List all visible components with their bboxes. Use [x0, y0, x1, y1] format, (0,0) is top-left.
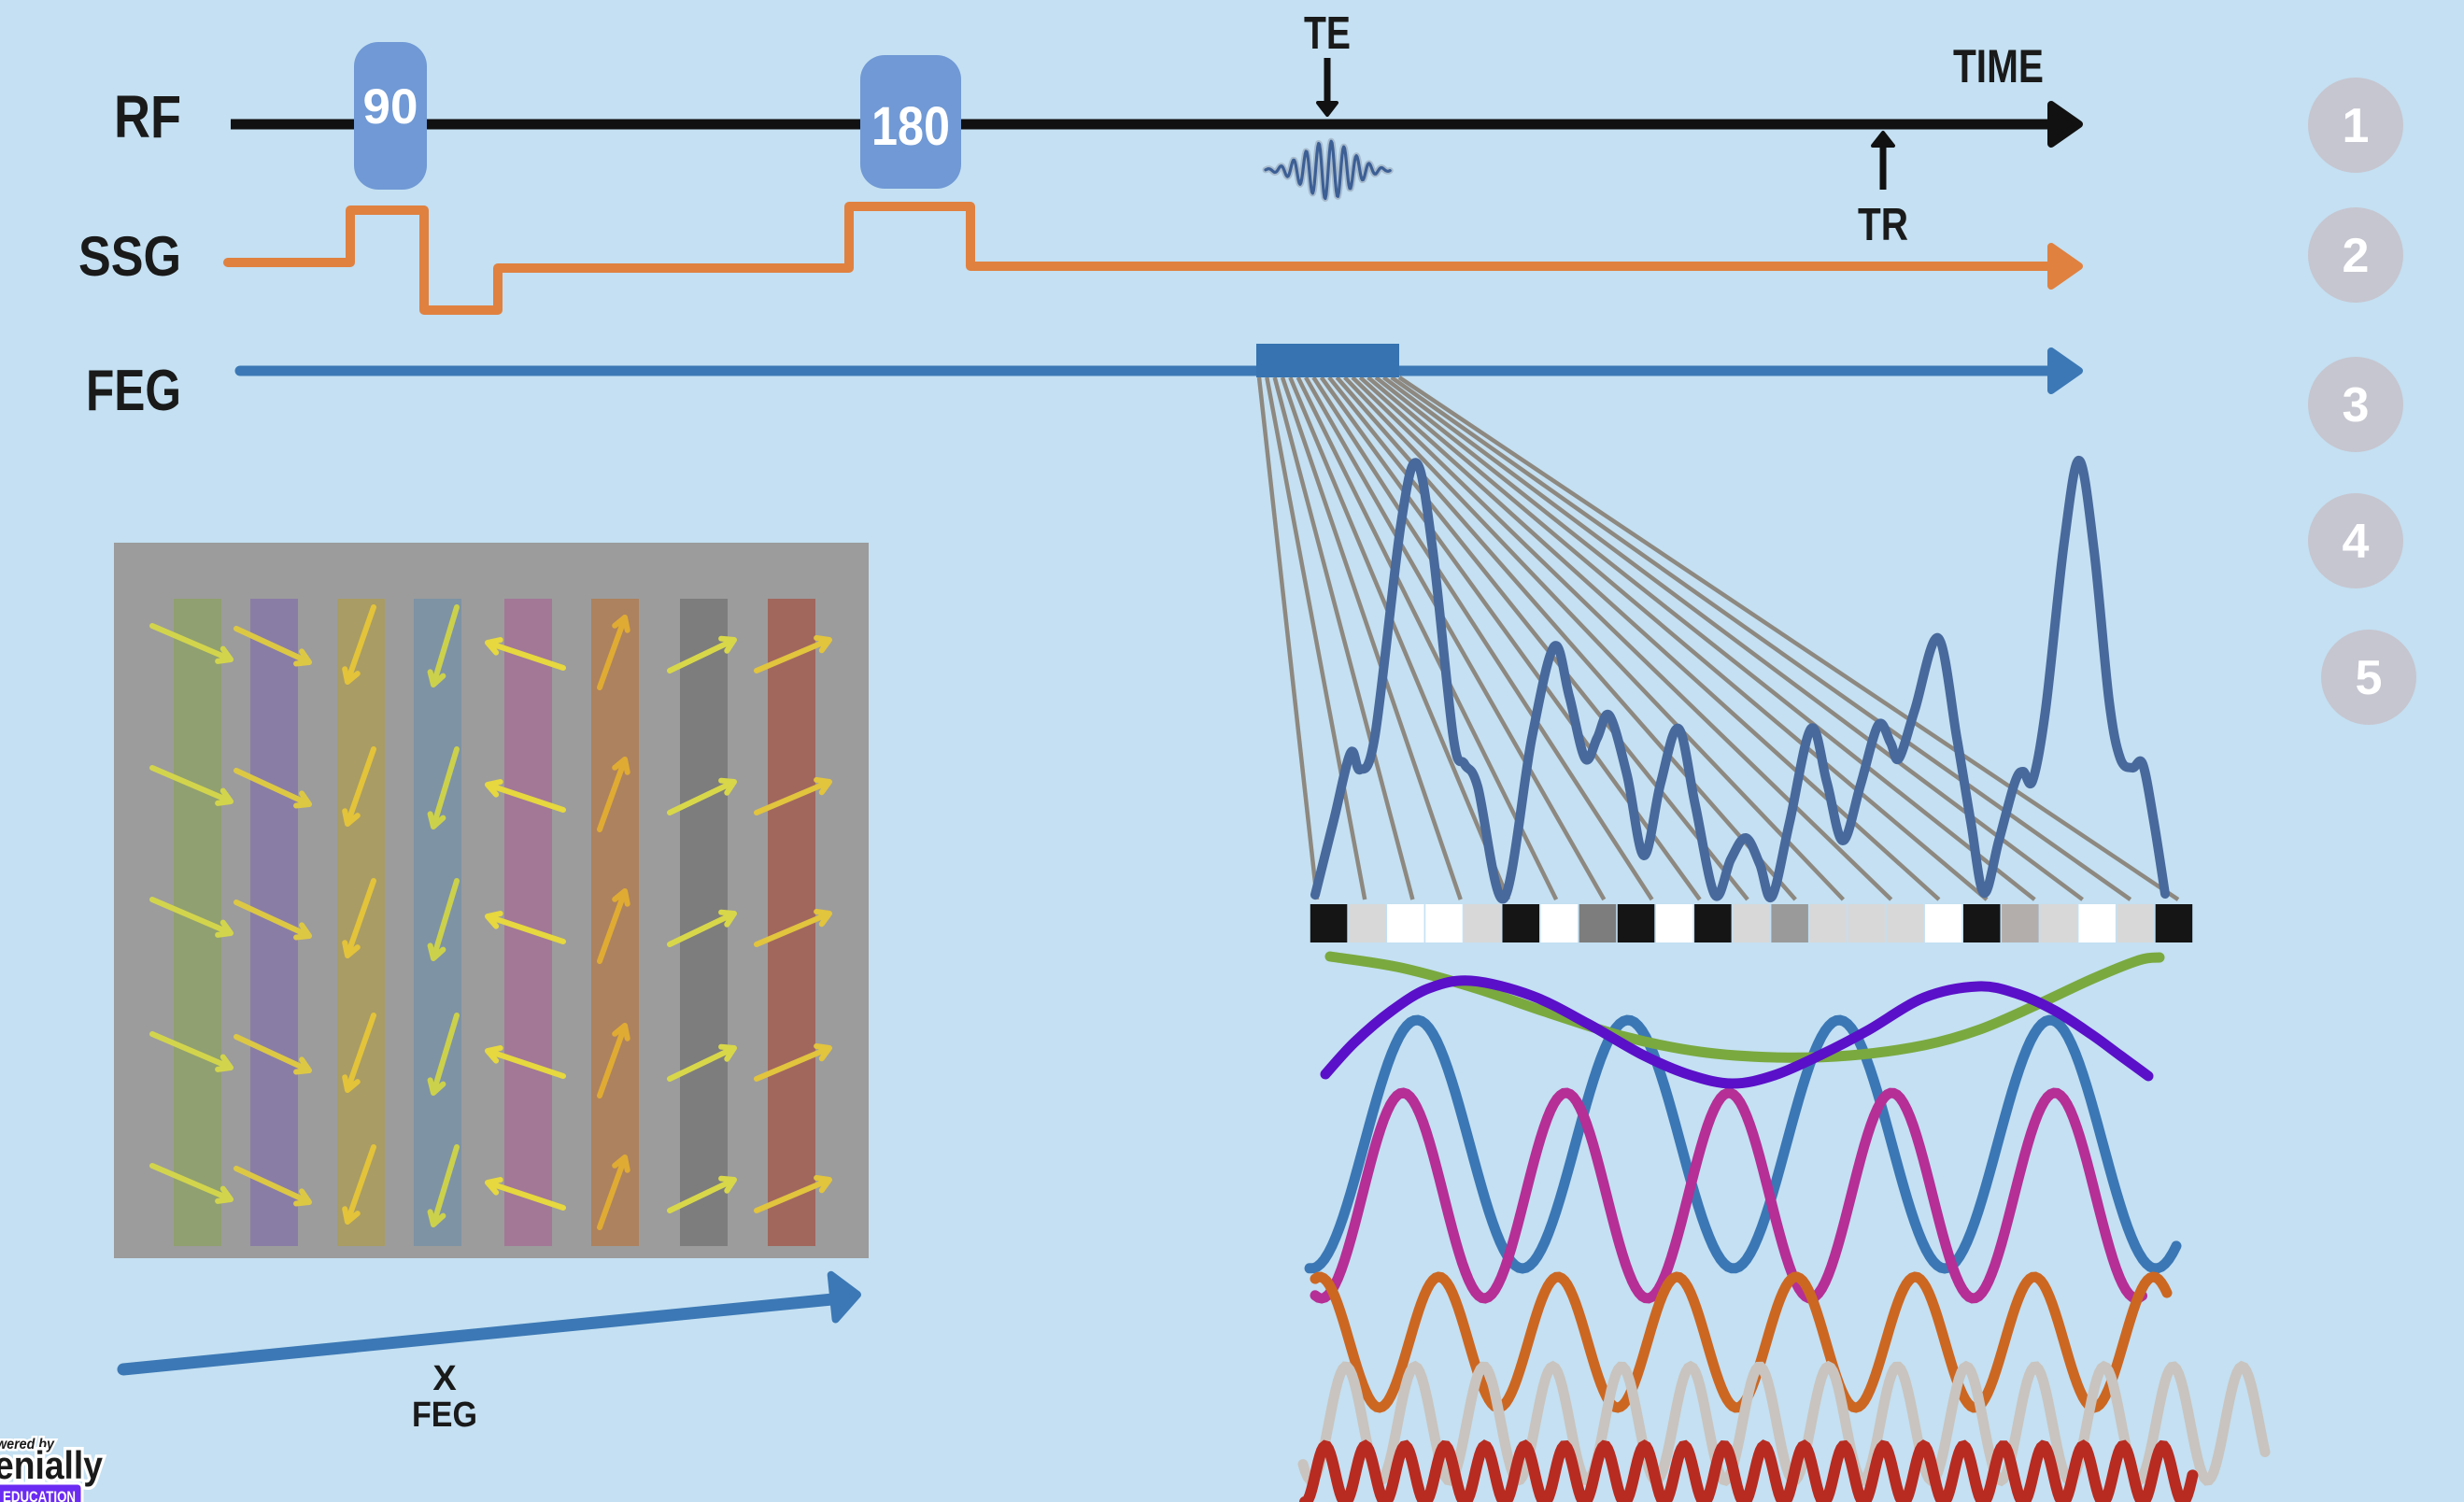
- svg-text:FEG: FEG: [86, 359, 181, 423]
- svg-text:180: 180: [871, 96, 950, 157]
- svg-text:FEG: FEG: [412, 1396, 477, 1435]
- svg-text:SSG: SSG: [78, 225, 181, 288]
- svg-text:TR: TR: [1858, 200, 1908, 250]
- svg-text:5: 5: [2356, 651, 2383, 705]
- svg-text:wered by: wered by: [0, 1437, 55, 1452]
- svg-text:4: 4: [2343, 515, 2370, 569]
- svg-text:TIME: TIME: [1953, 40, 2044, 92]
- svg-text:RF: RF: [114, 83, 181, 150]
- svg-text:EDUCATION: EDUCATION: [3, 1488, 76, 1502]
- svg-text:3: 3: [2343, 378, 2370, 432]
- svg-text:90: 90: [363, 79, 418, 135]
- svg-text:1: 1: [2343, 99, 2370, 153]
- svg-text:enially: enially: [0, 1443, 104, 1487]
- svg-text:2: 2: [2343, 229, 2370, 283]
- svg-text:TE: TE: [1304, 8, 1351, 59]
- svg-text:X: X: [432, 1359, 457, 1398]
